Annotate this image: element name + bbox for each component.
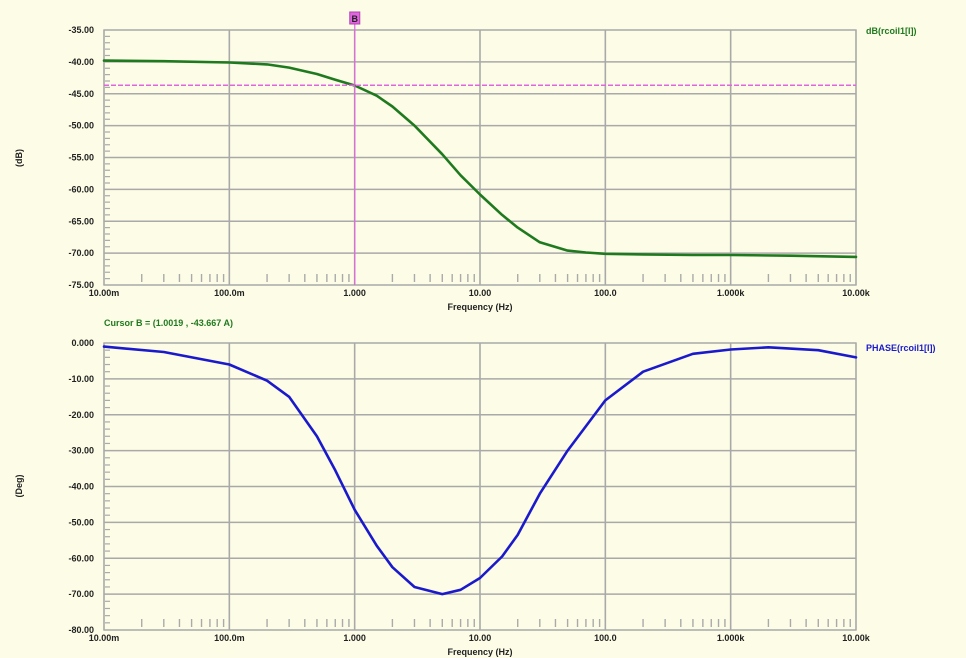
y-tick-label: -40.00 [68,57,94,67]
y-axis-label: (dB) [14,149,24,167]
cursor-handle[interactable] [349,11,361,25]
y-axis-label: (Deg) [14,475,24,498]
series-legend-label: PHASE(rcoil1[I]) [866,343,936,353]
series-legend-label: dB(rcoil1[I]) [866,26,917,36]
y-tick-label: -45.00 [68,89,94,99]
y-tick-label: -35.00 [68,25,94,35]
cursor-handle-label: B [352,14,359,24]
x-axis-label: Frequency (Hz) [447,302,512,312]
cursor-readout: Cursor B = (1.0019 , -43.667 A) [104,318,233,328]
x-tick-label: 10.00 [469,633,492,643]
y-tick-label: -70.00 [68,248,94,258]
x-tick-label: 10.00m [89,633,120,643]
x-tick-label: 100.0m [214,633,245,643]
x-tick-label: 10.00k [842,288,871,298]
y-tick-label: -70.00 [68,589,94,599]
x-tick-label: 100.0 [594,288,617,298]
x-tick-label: 100.0 [594,633,617,643]
y-tick-label: -20.00 [68,410,94,420]
y-tick-label: 0.000 [71,338,94,348]
y-tick-label: -60.00 [68,553,94,563]
x-tick-label: 1.000k [717,288,746,298]
y-tick-label: -80.00 [68,625,94,635]
y-tick-label: -40.00 [68,482,94,492]
x-tick-label: 100.0m [214,288,245,298]
y-tick-label: -65.00 [68,216,94,226]
x-tick-label: 10.00k [842,633,871,643]
x-tick-label: 10.00 [469,288,492,298]
y-tick-label: -60.00 [68,184,94,194]
series-line-0-0 [102,59,858,259]
y-tick-label: -50.00 [68,517,94,527]
x-tick-label: 10.00m [89,288,120,298]
y-tick-label: -50.00 [68,121,94,131]
y-tick-label: -75.00 [68,280,94,290]
y-tick-label: -55.00 [68,153,94,163]
x-tick-label: 1.000k [717,633,746,643]
series-line-1-0 [102,345,858,596]
y-tick-label: -10.00 [68,374,94,384]
x-tick-label: 1.000 [343,288,366,298]
y-tick-label: -30.00 [68,446,94,456]
x-axis-label: Frequency (Hz) [447,647,512,657]
x-tick-label: 1.000 [343,633,366,643]
